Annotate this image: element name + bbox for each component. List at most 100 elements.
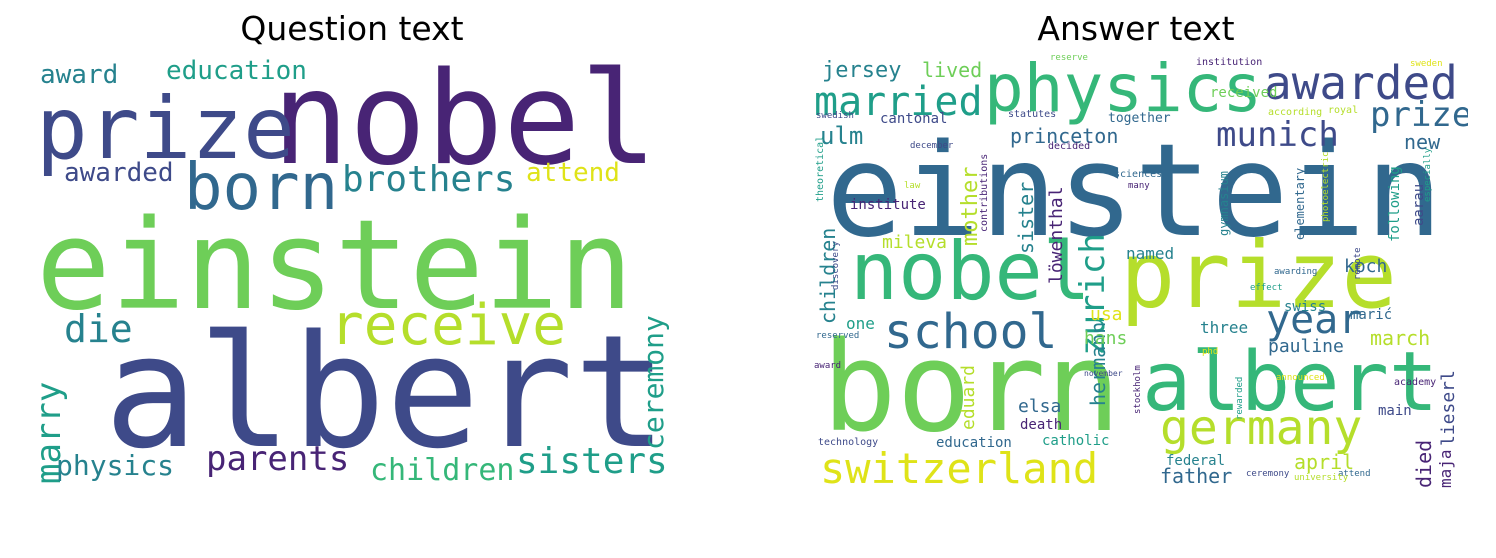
word-prize: prize — [36, 79, 295, 179]
word-ulm: ulm — [820, 122, 864, 150]
word-main: main — [1378, 403, 1412, 419]
word-albert: albert — [104, 301, 668, 483]
word-cantonal: cantonal — [880, 111, 948, 127]
word-sweden: sweden — [1410, 59, 1443, 69]
word-maric: marić — [1350, 307, 1393, 323]
word-swedish: swedish — [816, 111, 854, 121]
word-usa: usa — [1090, 304, 1123, 325]
word-awarded: awarded — [1264, 56, 1458, 110]
word-swiss: swiss — [1284, 299, 1327, 315]
word-pauline: pauline — [1268, 336, 1344, 357]
word-married: married — [814, 79, 983, 125]
word-statutes: statutes — [1008, 109, 1057, 120]
word-especially: especially — [1423, 147, 1433, 202]
word-lived: lived — [922, 58, 983, 82]
word-photoelectric: photoelectric — [1321, 151, 1331, 222]
word-awarded: awarded — [64, 158, 174, 188]
word-lieserl: lieserl — [1438, 370, 1459, 446]
question-wordcloud: nobel prize einstein albert born brother… — [32, 52, 684, 492]
word-contributions: contributions — [979, 153, 990, 232]
word-lowenthal: löwenthal — [1046, 186, 1067, 284]
word-many: many — [1128, 181, 1150, 191]
word-decided: decided — [1048, 141, 1091, 152]
word-attend: attend — [1338, 469, 1371, 479]
question-title: Question text — [240, 9, 464, 48]
word-following: following — [1387, 166, 1403, 242]
word-born: born — [822, 316, 1121, 460]
word-new: new — [1404, 130, 1441, 154]
word-prize-small: prize — [1370, 95, 1468, 135]
word-koch: koch — [1344, 256, 1388, 277]
word-germany: germany — [1160, 400, 1363, 456]
word-parents: parents — [206, 439, 350, 479]
word-einstein: einstein — [36, 194, 634, 338]
word-discovery: discovery — [831, 241, 841, 290]
word-effect: effect — [1250, 283, 1283, 293]
word-award: award — [814, 361, 842, 371]
word-jersey: jersey — [822, 58, 902, 83]
word-together: together — [1108, 111, 1171, 126]
word-award: award — [40, 60, 119, 90]
word-physics: physics — [984, 52, 1263, 127]
word-munich: munich — [1216, 115, 1339, 155]
word-december: december — [910, 141, 954, 151]
word-switzerland: switzerland — [820, 444, 1099, 492]
word-gymnasium: gymnasium — [1217, 170, 1231, 236]
word-rewarded: rewarded — [1235, 376, 1245, 420]
word-albert: albert — [1142, 335, 1439, 430]
word-three: three — [1200, 318, 1249, 337]
word-according: according — [1268, 107, 1323, 118]
word-nobel: nobel — [850, 225, 1091, 318]
word-reserve: reserve — [1050, 53, 1088, 63]
word-mileva: mileva — [882, 232, 948, 253]
word-march: march — [1370, 326, 1431, 350]
word-einstein: einstein — [826, 117, 1443, 266]
word-sister: sister — [1014, 181, 1038, 254]
word-named: named — [1126, 244, 1175, 263]
word-physics: physics — [56, 449, 175, 482]
word-april: april — [1294, 450, 1355, 474]
word-federal: federal — [1166, 453, 1226, 469]
word-father: father — [1160, 464, 1233, 488]
word-education: education — [166, 56, 307, 86]
word-received: received — [1210, 85, 1278, 101]
word-remote: remote — [1353, 247, 1363, 280]
word-elsa: elsa — [1018, 396, 1062, 417]
word-institute: institute — [850, 197, 926, 213]
word-november: november — [1084, 369, 1123, 378]
word-theoretical: theoretical — [815, 135, 826, 202]
word-ceremony: ceremony — [1246, 469, 1290, 479]
word-died: died — [1412, 439, 1436, 488]
word-born: born — [184, 151, 339, 225]
word-royal: royal — [1328, 105, 1359, 116]
word-princeton: princeton — [1010, 124, 1119, 148]
word-year: year — [1266, 297, 1363, 343]
answer-wordcloud: einstein born albert nobel prize physics… — [814, 52, 1468, 492]
word-institution: institution — [1196, 57, 1263, 68]
word-announced: announced — [1276, 373, 1325, 383]
word-prize: prize — [1120, 222, 1397, 329]
word-hans: hans — [1084, 328, 1128, 349]
word-sisters: sisters — [516, 441, 668, 482]
word-eduard: eduard — [958, 364, 979, 430]
word-die: die — [64, 307, 133, 351]
word-stockholm: stockholm — [1133, 365, 1143, 414]
word-academy: academy — [1394, 377, 1437, 388]
word-receive: receive — [330, 293, 567, 358]
word-children: children — [370, 453, 515, 488]
word-catholic: catholic — [1042, 433, 1110, 449]
word-university: university — [1294, 473, 1349, 483]
answer-title: Answer text — [1037, 9, 1235, 48]
word-maja: maja — [1436, 449, 1455, 488]
word-phd: phd — [1202, 347, 1219, 357]
word-nobel: nobel — [272, 52, 658, 194]
word-sciences: sciences — [1114, 169, 1163, 180]
word-elementary: elementary — [1293, 167, 1307, 240]
word-one: one — [846, 314, 875, 333]
word-ceremony: ceremony — [637, 315, 670, 450]
word-death: death — [1020, 417, 1063, 433]
word-attend: attend — [526, 158, 620, 188]
word-reserved: reserved — [816, 331, 860, 341]
word-law: law — [904, 181, 921, 191]
word-brothers: brothers — [342, 159, 516, 200]
